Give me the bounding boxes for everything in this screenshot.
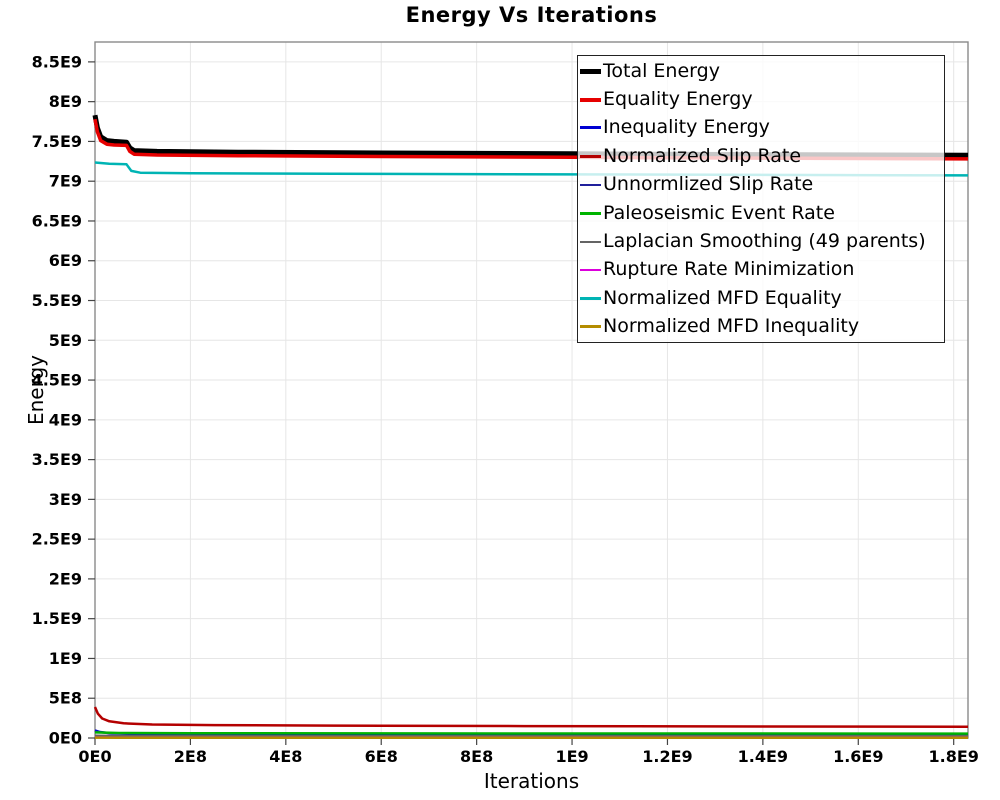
y-tick-label: 1.5E9 (32, 609, 82, 628)
series-total-energy (92, 114, 969, 158)
legend-swatch-paleoseismic-event-rate (580, 211, 601, 215)
legend-swatch-normalized-mfd-inequality (580, 325, 601, 329)
legend-item-rupture-rate-minimization: Rupture Rate Minimization (580, 256, 942, 284)
y-tick-label: 8.5E9 (32, 52, 82, 71)
y-tick-label: 3E9 (49, 490, 82, 509)
y-tick-label: 2.5E9 (32, 530, 82, 549)
legend-item-paleoseismic-event-rate: Paleoseismic Event Rate (580, 199, 942, 227)
series-paleoseismic-event-rate (94, 731, 969, 735)
series-laplacian-smoothing-49-parents (94, 734, 968, 737)
legend-swatch-inequality-energy (580, 126, 601, 130)
legend-swatch-unnormlized-slip-rate (580, 183, 601, 186)
series-equality-energy (93, 118, 969, 161)
legend-swatch-normalized-mfd-equality (580, 296, 601, 300)
legend-item-normalized-mfd-equality: Normalized MFD Equality (580, 284, 942, 312)
x-tick-label: 1.4E9 (738, 747, 788, 766)
legend-swatch-normalized-slip-rate (580, 154, 601, 158)
x-tick-label: 1.2E9 (642, 747, 692, 766)
legend-label: Equality Energy (603, 88, 753, 111)
series-normalized-slip-rate (93, 706, 969, 728)
legend-label: Rupture Rate Minimization (603, 258, 855, 281)
legend: Total Energy Equality Energy Inequality En… (577, 55, 945, 343)
x-tick-label: 1E9 (555, 747, 588, 766)
legend-item-total-energy: Total Energy (580, 57, 942, 85)
legend-swatch-equality-energy (580, 97, 601, 102)
legend-label: Normalized Slip Rate (603, 144, 802, 167)
x-tick-label: 1.6E9 (833, 747, 883, 766)
y-tick-label: 4E9 (49, 410, 82, 429)
x-tick-label: 0E0 (78, 747, 111, 766)
x-tick-label: 2E8 (174, 747, 207, 766)
y-tick-label: 1E9 (49, 649, 82, 668)
legend-item-inequality-energy: Inequality Energy (580, 114, 942, 142)
legend-swatch-laplacian-smoothing-49-parents (580, 240, 601, 243)
legend-label: Paleoseismic Event Rate (603, 201, 835, 224)
x-tick-label: 6E8 (365, 747, 398, 766)
y-tick-label: 3.5E9 (32, 450, 82, 469)
legend-item-laplacian-smoothing-49-parents: Laplacian Smoothing (49 parents) (580, 228, 942, 256)
y-tick-label: 6E9 (49, 251, 82, 270)
legend-item-unnormlized-slip-rate: Unnormlized Slip Rate (580, 171, 942, 199)
legend-swatch-rupture-rate-minimization (580, 268, 601, 271)
legend-item-normalized-slip-rate: Normalized Slip Rate (580, 142, 942, 170)
y-tick-label: 6.5E9 (32, 211, 82, 230)
chart-title: Energy Vs Iterations (405, 3, 658, 27)
y-tick-label: 5E8 (49, 689, 82, 708)
legend-label: Inequality Energy (603, 116, 770, 139)
legend-label: Laplacian Smoothing (49 parents) (603, 230, 926, 253)
y-tick-label: 5.5E9 (32, 291, 82, 310)
y-tick-label: 8E9 (49, 92, 82, 111)
legend-item-normalized-mfd-inequality: Normalized MFD Inequality (580, 313, 942, 341)
y-tick-label: 0E0 (49, 729, 82, 748)
legend-label: Unnormlized Slip Rate (603, 173, 814, 196)
y-tick-label: 7.5E9 (32, 132, 82, 151)
x-tick-label: 8E8 (460, 747, 493, 766)
x-tick-label: 4E8 (269, 747, 302, 766)
y-tick-label: 2E9 (49, 569, 82, 588)
legend-label: Total Energy (603, 59, 720, 82)
legend-swatch-total-energy (580, 68, 601, 74)
x-axis-title: Iterations (483, 769, 580, 793)
y-tick-label: 7E9 (49, 172, 82, 191)
y-tick-label: 4.5E9 (32, 371, 82, 390)
legend-label: Normalized MFD Inequality (603, 315, 860, 338)
x-tick-label: 1.8E9 (928, 747, 978, 766)
legend-item-equality-energy: Equality Energy (580, 86, 942, 114)
y-tick-label: 5E9 (49, 331, 82, 350)
legend-label: Normalized MFD Equality (603, 286, 842, 309)
